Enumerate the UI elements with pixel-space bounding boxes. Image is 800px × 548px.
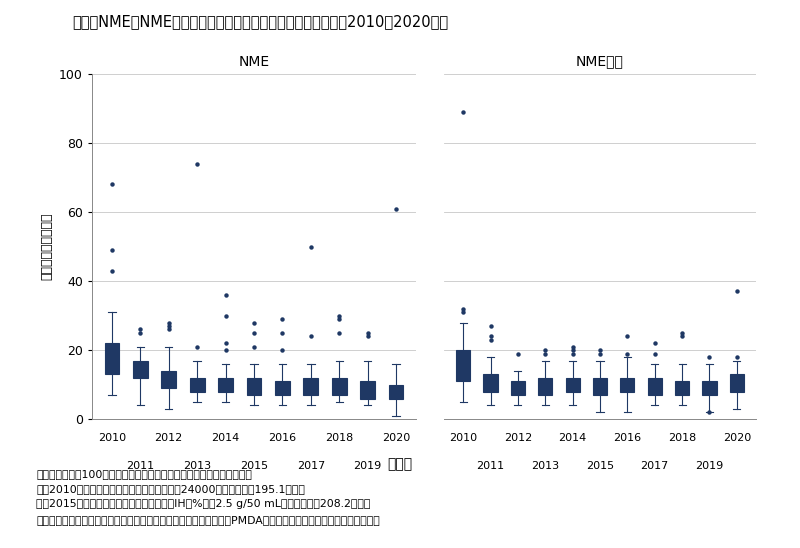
Text: 2014: 2014 [211, 433, 240, 443]
PathPatch shape [593, 378, 607, 395]
PathPatch shape [133, 361, 148, 378]
Text: 2016: 2016 [614, 433, 642, 443]
PathPatch shape [360, 381, 375, 398]
Text: 2017: 2017 [297, 461, 325, 471]
PathPatch shape [702, 381, 717, 395]
Text: 2019: 2019 [354, 461, 382, 471]
Text: 2013: 2013 [183, 461, 211, 471]
PathPatch shape [456, 350, 470, 381]
Text: 2018: 2018 [668, 433, 696, 443]
PathPatch shape [389, 385, 403, 398]
Text: 2011: 2011 [126, 461, 154, 471]
Text: 2012: 2012 [504, 433, 532, 443]
PathPatch shape [648, 378, 662, 395]
Text: 2020: 2020 [722, 433, 751, 443]
PathPatch shape [510, 381, 525, 395]
PathPatch shape [303, 378, 318, 395]
PathPatch shape [483, 374, 498, 392]
Text: 2015: 2015 [240, 461, 268, 471]
Title: NME以外: NME以外 [576, 55, 624, 68]
PathPatch shape [105, 343, 119, 374]
Text: 2018: 2018 [325, 433, 354, 443]
Text: 2016: 2016 [268, 433, 297, 443]
Text: 2011: 2011 [477, 461, 505, 471]
PathPatch shape [246, 378, 262, 395]
PathPatch shape [538, 378, 552, 395]
Text: 2010: 2010 [98, 433, 126, 443]
PathPatch shape [620, 378, 634, 392]
Text: 2010年承認の「エポジン皮下注シリンジ24000」（審査期間195.1ヶ月）: 2010年承認の「エポジン皮下注シリンジ24000」（審査期間195.1ヶ月） [36, 484, 305, 494]
Title: NME: NME [238, 55, 270, 68]
PathPatch shape [675, 381, 690, 395]
PathPatch shape [566, 378, 580, 392]
Text: 2014: 2014 [558, 433, 586, 443]
PathPatch shape [332, 378, 346, 395]
Text: 2010: 2010 [449, 433, 478, 443]
Text: 2020: 2020 [382, 433, 410, 443]
Text: 図３　NMEとNME以外の審査期間（月数）の推移（承認年毎；2010〜2020年）: 図３ NMEとNME以外の審査期間（月数）の推移（承認年毎；2010〜2020年… [72, 14, 448, 28]
Text: 2017: 2017 [641, 461, 669, 471]
Text: 2012: 2012 [154, 433, 183, 443]
PathPatch shape [190, 378, 205, 392]
Text: 2019: 2019 [695, 461, 723, 471]
PathPatch shape [218, 378, 233, 392]
Text: 2013: 2013 [531, 461, 559, 471]
PathPatch shape [162, 371, 176, 388]
PathPatch shape [275, 381, 290, 395]
Text: 承認年: 承認年 [387, 458, 413, 472]
Y-axis label: 申請～承認（月数）: 申請～承認（月数） [41, 213, 54, 281]
Text: 出所：審査報告書、新医薬品の承認品目一覧、添付文書（いずれもPMDA）をもとに医薬産業政策研究所にて作成: 出所：審査報告書、新医薬品の承認品目一覧、添付文書（いずれもPMDA）をもとに医… [36, 515, 380, 524]
Text: 2015年承認の「献血ヴェノグロブリンIH５%静注2.5 g/50 mL」（審査期間208.2ヶ月）: 2015年承認の「献血ヴェノグロブリンIH５%静注2.5 g/50 mL」（審査… [36, 499, 370, 509]
PathPatch shape [730, 374, 744, 392]
Text: 注：審査期間が100ヶ月を超える以下２品目は、グラフから除外した。: 注：審査期間が100ヶ月を超える以下２品目は、グラフから除外した。 [36, 469, 252, 478]
Text: 2015: 2015 [586, 461, 614, 471]
